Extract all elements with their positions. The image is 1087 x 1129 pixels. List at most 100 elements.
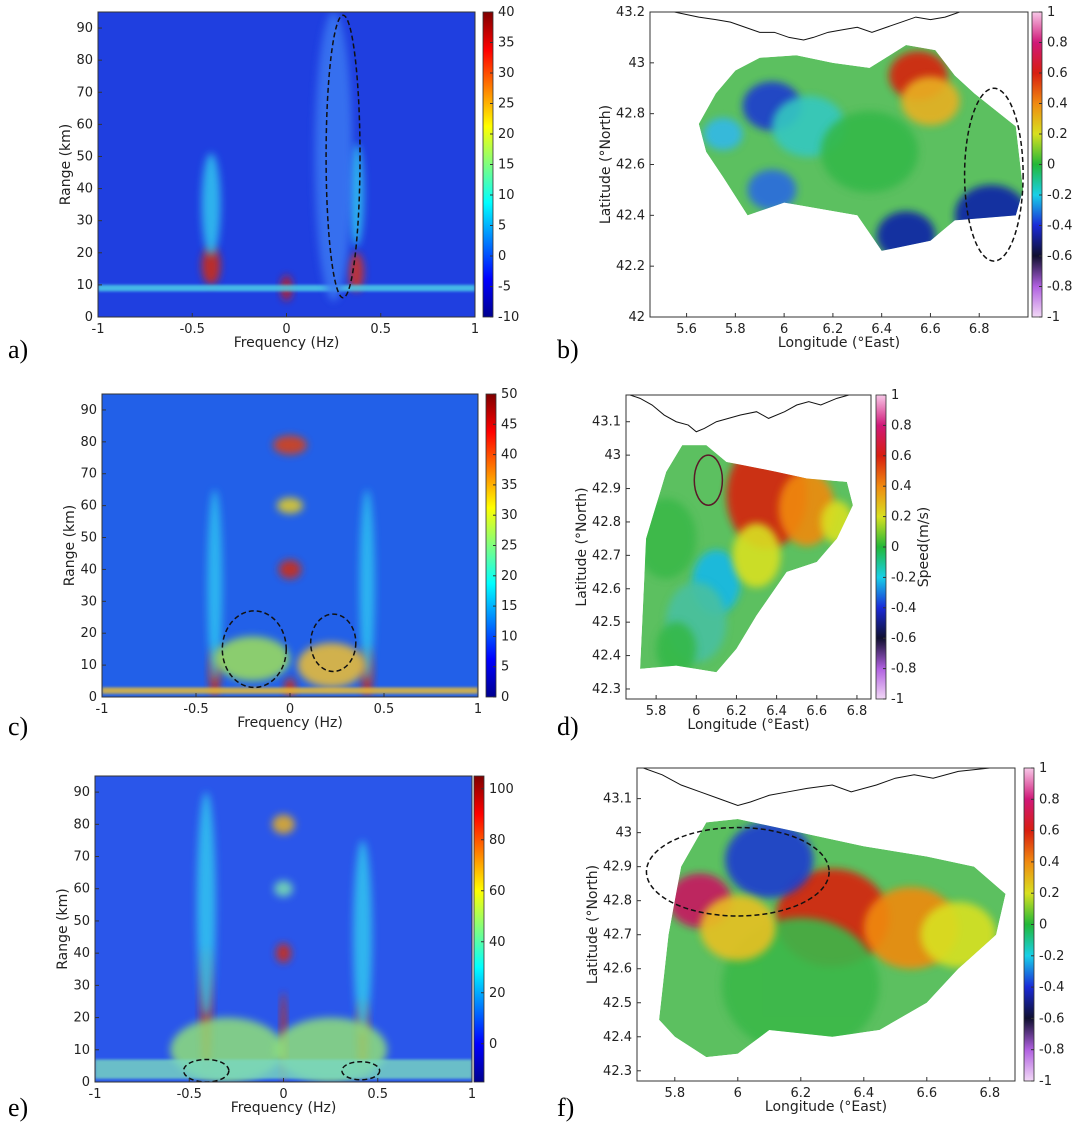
colorbar-tick-label: -1 — [1039, 1074, 1052, 1089]
current-field-patch — [703, 117, 743, 151]
current-field-patch — [901, 76, 960, 126]
y-tick-label: 42.7 — [603, 928, 632, 943]
y-axis-label: Range (km) — [55, 888, 71, 970]
heatmap-band — [98, 284, 475, 292]
plot-area — [643, 768, 1006, 1058]
colorbar-tick-label: -1 — [1047, 310, 1060, 325]
x-tick-label: -1 — [96, 702, 109, 717]
colorbar-tick-label: -0.4 — [1039, 980, 1064, 995]
colorbar-tick-label: 25 — [501, 539, 518, 554]
colorbar-tick-label: -0.8 — [1047, 280, 1072, 295]
heatmap-feature — [274, 880, 293, 897]
colorbar-tick-label: 0.2 — [891, 510, 912, 525]
y-tick-label: 40 — [76, 182, 93, 197]
y-tick-label: 40 — [73, 946, 90, 961]
current-field-patch — [920, 902, 997, 968]
panel-e: -1 -0.5 0 0.5 10102030405060708090Frequency … — [55, 775, 514, 1116]
y-tick-label: 42.8 — [592, 515, 621, 530]
x-tick-label: 6.4 — [853, 1086, 874, 1101]
heatmap-feature — [201, 153, 221, 256]
panel-label-a: a) — [8, 335, 29, 364]
y-tick-label: 80 — [76, 53, 93, 68]
colorbar — [473, 775, 485, 1083]
y-tick-label: 43 — [628, 56, 645, 71]
colorbar-tick-label: 15 — [501, 599, 518, 614]
y-tick-label: 50 — [73, 914, 90, 929]
dashed-ellipse-annotation — [645, 826, 830, 917]
colorbar-tick-label: 10 — [501, 629, 518, 644]
plot-area — [629, 395, 853, 673]
current-field-patch — [747, 169, 797, 211]
x-tick-label: 6.8 — [847, 704, 868, 719]
heatmap-feature — [214, 636, 290, 682]
x-tick-label: 5.8 — [646, 704, 667, 719]
heatmap-background — [98, 12, 475, 317]
y-tick-label: 40 — [80, 562, 97, 577]
colorbar-tick-label: -0.2 — [1039, 949, 1064, 964]
current-field-patch — [640, 498, 697, 579]
y-tick-label: 0 — [82, 1075, 90, 1090]
heatmap-feature — [276, 497, 304, 514]
current-field-patch — [820, 500, 853, 544]
x-tick-label: 1 — [471, 322, 479, 337]
x-tick-label: -1 — [92, 322, 105, 337]
y-tick-label: 10 — [73, 1043, 90, 1058]
current-field — [659, 819, 1006, 1058]
x-tick-label: 5.6 — [676, 322, 697, 337]
y-tick-label: 42.8 — [616, 107, 645, 122]
y-tick-label: 42.6 — [592, 582, 621, 597]
y-axis-label: Range (km) — [62, 505, 78, 587]
y-tick-label: 43.1 — [603, 792, 632, 807]
colorbar-tick-label: 0.4 — [891, 479, 912, 494]
x-tick-label: 6.2 — [823, 322, 844, 337]
y-tick-label: 60 — [80, 499, 97, 514]
heatmap-feature — [272, 814, 295, 834]
plot-area — [95, 776, 472, 1082]
colorbar-tick-label: 0.4 — [1047, 97, 1068, 112]
dashed-ellipse-annotation — [325, 14, 361, 299]
y-axis-label: Latitude (°North) — [585, 865, 601, 984]
y-tick-label: 43 — [615, 826, 632, 841]
x-tick-label: -0.5 — [177, 1087, 202, 1102]
colorbar-tick-label: -5 — [498, 280, 511, 295]
colorbar-tick-label: 0.4 — [1039, 855, 1060, 870]
y-tick-label: 30 — [73, 978, 90, 993]
colorbar-tick-label: 0 — [489, 1037, 497, 1052]
y-tick-label: 20 — [76, 246, 93, 261]
colorbar-tick-label: -0.4 — [1047, 219, 1072, 234]
y-tick-label: 0 — [89, 690, 97, 705]
plot-area — [102, 394, 478, 697]
y-tick-label: 70 — [76, 85, 93, 100]
dashed-ellipse-annotation — [221, 610, 287, 689]
heatmap-feature — [297, 642, 366, 688]
y-tick-label: 42.4 — [616, 208, 645, 223]
y-tick-label: 42.2 — [616, 259, 645, 274]
colorbar-tick-label: 0 — [498, 249, 506, 264]
y-tick-label: 50 — [80, 531, 97, 546]
current-field-patch — [778, 471, 835, 546]
x-tick-label: 0 — [282, 322, 290, 337]
colorbar-tick-label: -10 — [498, 310, 519, 325]
x-tick-label: 6.2 — [790, 1086, 811, 1101]
x-tick-label: 6 — [692, 704, 700, 719]
y-tick-label: 42.5 — [603, 996, 632, 1011]
y-tick-label: 90 — [80, 403, 97, 418]
y-tick-label: 10 — [80, 658, 97, 673]
colorbar-tick-label: -1 — [891, 692, 904, 707]
plot-area — [674, 12, 1024, 262]
colorbar-tick-label: 0.2 — [1047, 127, 1068, 142]
y-tick-label: 60 — [76, 117, 93, 132]
dashed-ellipse-annotation — [182, 1058, 230, 1082]
colorbar-tick-label: 20 — [489, 986, 506, 1001]
colorbar-tick-label: -0.2 — [891, 570, 916, 585]
colorbar-tick-label: 20 — [498, 127, 515, 142]
x-axis-label: Frequency (Hz) — [237, 715, 343, 731]
plot-frame — [625, 394, 872, 700]
colorbar-tick-label: 80 — [489, 833, 506, 848]
panel-b: 5.6 5.8 6 6.2 6.4 6.6 6.8 42 42.2 42.4 42.6 42.8 43 4… — [598, 5, 1072, 351]
colorbar-tick-label: 0.6 — [1039, 824, 1060, 839]
x-tick-label: 6.4 — [766, 704, 787, 719]
x-tick-label: -1 — [89, 1087, 102, 1102]
colorbar-tick-label: 35 — [498, 36, 515, 51]
